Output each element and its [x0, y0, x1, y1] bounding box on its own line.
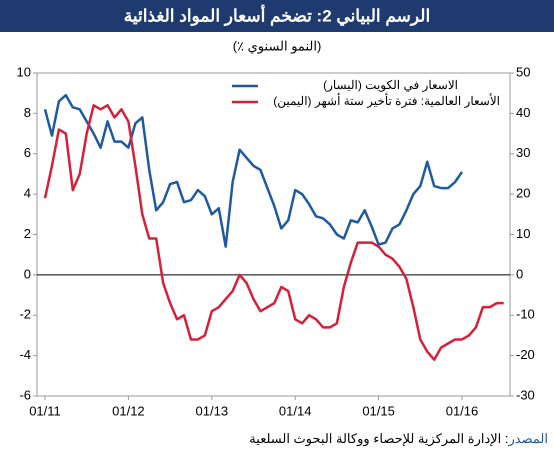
y2-tick-label: 40 [516, 105, 530, 120]
y2-tick-label: -10 [516, 307, 535, 322]
y-tick-label: 10 [17, 64, 31, 79]
x-tick-label: 01/13 [196, 403, 229, 418]
y-tick-label: 8 [24, 105, 31, 120]
y-tick-label: -6 [19, 387, 31, 402]
y-tick-label: 2 [24, 226, 31, 241]
legend-label: الأسعار العالمية: فترة تأخير ستة أشهر (ا… [273, 92, 500, 108]
y-tick-label: -2 [19, 307, 31, 322]
x-tick-label: 01/15 [362, 403, 395, 418]
title-banner [0, 0, 554, 32]
y-tick-label: -4 [19, 347, 31, 362]
x-tick-label: 01/12 [112, 403, 145, 418]
x-tick-label: 01/14 [279, 403, 312, 418]
y-tick-label: 4 [24, 186, 31, 201]
y2-tick-label: 20 [516, 186, 530, 201]
source-label: المصدر [508, 431, 548, 447]
y2-tick-label: 10 [516, 226, 530, 241]
subtitle: (٪ النمو السنوي) [233, 38, 322, 54]
y-tick-label: 6 [24, 145, 31, 160]
source: المصدر: الإدارة المركزية للإحصاء ووكالة … [249, 431, 548, 447]
series-line [43, 93, 464, 248]
legend-label: الاسعار في الكويت (اليسار) [323, 78, 458, 92]
y2-tick-label: 30 [516, 145, 530, 160]
y2-tick-label: -20 [516, 347, 535, 362]
y2-tick-label: 0 [516, 266, 523, 281]
y-tick-label: 0 [24, 266, 31, 281]
x-tick-label: 01/11 [29, 403, 61, 418]
x-tick-label: 01/16 [446, 403, 479, 418]
chart-title: الرسم البياني 2: تضخم أسعار المواد الغذا… [124, 3, 430, 26]
y2-tick-label: -30 [516, 387, 535, 402]
series-line [43, 104, 504, 361]
source-text: : الإدارة المركزية للإحصاء ووكالة البحوث… [249, 431, 508, 447]
y2-tick-label: 50 [516, 64, 530, 79]
